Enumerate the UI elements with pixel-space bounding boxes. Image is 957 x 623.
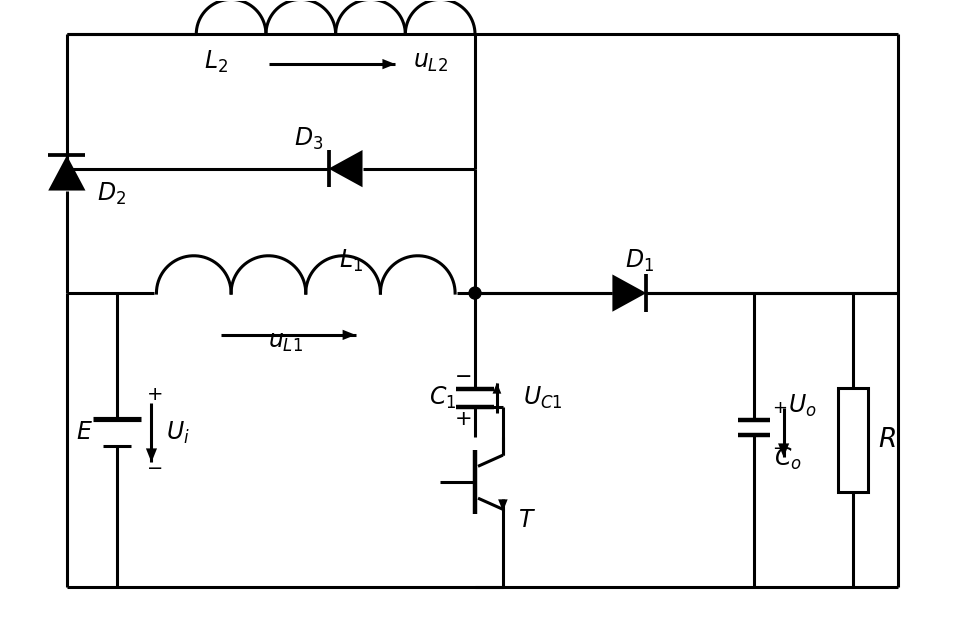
Text: $L_2$: $L_2$ [204,49,228,75]
Text: $T$: $T$ [518,508,536,531]
Polygon shape [778,444,790,457]
Text: $C_1$: $C_1$ [430,384,456,411]
Text: $D_3$: $D_3$ [294,126,323,152]
Polygon shape [493,383,501,394]
Polygon shape [383,59,395,69]
Text: $u_{L2}$: $u_{L2}$ [412,50,448,74]
Polygon shape [48,156,85,191]
Text: $u_{L1}$: $u_{L1}$ [268,331,303,354]
Text: $D_1$: $D_1$ [625,248,654,274]
Text: $U_o$: $U_o$ [788,392,816,419]
Text: $C_o$: $C_o$ [773,446,802,472]
Polygon shape [328,150,363,188]
Polygon shape [612,275,646,312]
Text: $U_i$: $U_i$ [167,419,190,445]
Bar [838,388,868,492]
Polygon shape [145,449,157,462]
Polygon shape [498,500,507,511]
Text: $+$: $+$ [771,399,787,417]
Text: $D_2$: $D_2$ [97,181,125,207]
Text: $E$: $E$ [77,421,93,444]
Text: $-$: $-$ [771,439,787,457]
Text: $+$: $+$ [455,410,472,429]
Text: $R$: $R$ [879,427,896,452]
Text: $L_1$: $L_1$ [339,248,363,274]
Text: $+$: $+$ [146,386,163,404]
Text: $U_{C1}$: $U_{C1}$ [523,384,563,411]
Circle shape [469,287,481,299]
Text: $-$: $-$ [455,366,472,385]
Text: $-$: $-$ [146,459,163,477]
Polygon shape [343,330,356,340]
